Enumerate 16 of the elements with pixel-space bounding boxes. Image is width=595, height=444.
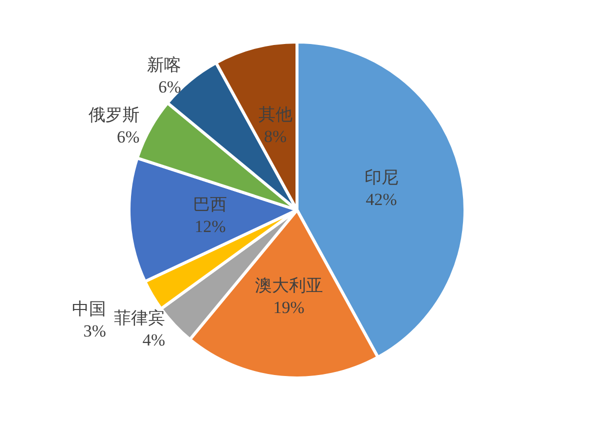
slice-label: 中国 — [72, 299, 106, 318]
slice-label: 俄罗斯 — [88, 106, 140, 125]
data-label: 19% — [273, 298, 304, 318]
slice-label: 澳大利亚 — [254, 276, 323, 296]
slice-label: 菲律宾 — [114, 308, 166, 328]
data-label: 6% — [158, 77, 182, 96]
slice-label: 其他 — [258, 105, 292, 124]
slice-label: 巴西 — [193, 194, 228, 214]
slice-label: 印尼 — [364, 168, 398, 187]
data-label: 6% — [116, 128, 140, 147]
data-label: 12% — [194, 216, 226, 236]
data-label: 3% — [83, 321, 106, 340]
data-label: 4% — [142, 330, 166, 350]
slice-label: 新喀 — [147, 55, 182, 74]
data-label: 42% — [366, 190, 397, 209]
data-label: 8% — [264, 127, 287, 146]
